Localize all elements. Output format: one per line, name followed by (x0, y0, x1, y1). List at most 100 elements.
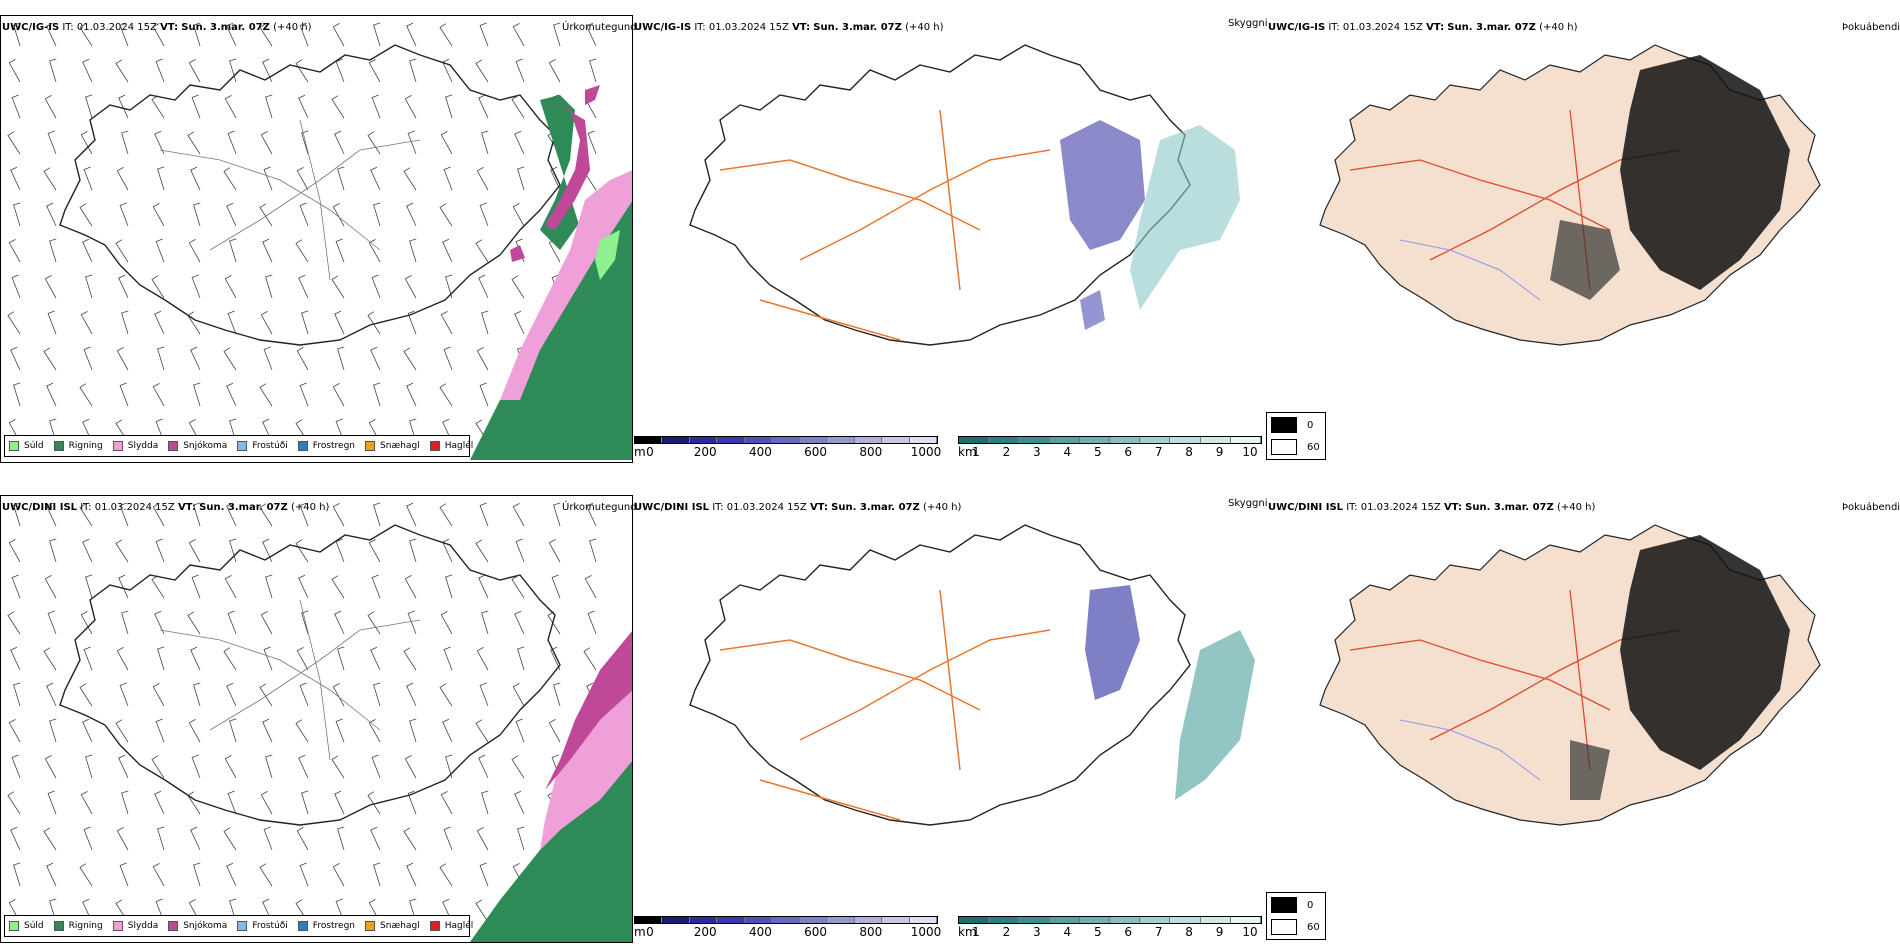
wind-barb (263, 826, 273, 851)
wind-barb (119, 382, 129, 407)
legend-label: Slydda (127, 441, 159, 451)
colorbar-tick: 800 (859, 925, 883, 939)
wind-barb (152, 23, 165, 47)
wind-barb (443, 646, 453, 671)
wind-barb (10, 346, 21, 371)
wind-barb (47, 610, 57, 635)
colorbar-segment (772, 437, 800, 443)
wind-barb (152, 683, 165, 707)
wind-barb (298, 574, 309, 599)
wind-barb (154, 610, 165, 635)
wind-barb (155, 538, 165, 563)
wind-barb (334, 310, 345, 335)
wind-barb (371, 754, 381, 779)
legend-swatch (9, 441, 19, 451)
colorbar-tick: 0 (646, 445, 654, 459)
wind-barb (223, 347, 237, 371)
wind-barb (512, 683, 525, 707)
wind-barb (439, 383, 453, 407)
wind-barb (439, 863, 453, 887)
wind-barb (43, 827, 57, 851)
fog-legend-swatch (1271, 439, 1297, 455)
wind-barb (301, 610, 309, 635)
colorbar-tick: 0 (646, 925, 654, 939)
legend-swatch (112, 921, 123, 931)
colorbar-segment (882, 917, 910, 923)
colorbar-segment (1200, 917, 1231, 923)
wind-barb (367, 131, 381, 155)
wind-barb (151, 755, 165, 779)
wind-barb (154, 130, 165, 155)
panel-title: Skyggni (1228, 18, 1268, 29)
wind-barb (82, 238, 93, 263)
fog-legend-item: 0 (1271, 417, 1313, 433)
visibility-map-ig (689, 44, 1240, 346)
wind-barb (370, 166, 381, 191)
wind-barb (373, 382, 381, 407)
panel-title: Úrkomutegund (562, 22, 637, 33)
wind-barb (337, 166, 345, 191)
legend-item: Snæhagl (365, 921, 420, 931)
colorbar-segment (1200, 437, 1231, 443)
wind-barb (332, 23, 345, 47)
wind-barb (43, 647, 57, 671)
wind-barb (157, 826, 165, 851)
colorbar-tick: 10 (1242, 445, 1258, 459)
wind-barb (515, 718, 525, 743)
legend-item: Slydda (112, 441, 159, 451)
wind-barb (550, 166, 561, 191)
wind-barb (373, 22, 381, 47)
legend-item: Frostúði (237, 921, 288, 931)
wind-barb (478, 754, 489, 779)
fog-legend-swatch (1271, 919, 1297, 935)
wind-barb (479, 682, 489, 707)
colorbar-segment (909, 437, 937, 443)
wind-barb (445, 754, 453, 779)
wind-barb (335, 718, 345, 743)
legend-label: Rigning (68, 921, 103, 931)
panel-header: UWC/DINI ISL IT: 01.03.2024 15Z VT: Sun.… (634, 502, 962, 513)
wind-barb (13, 682, 21, 707)
wind-barb (296, 347, 309, 371)
colorbar-tick: 8 (1185, 925, 1193, 939)
wind-barb (223, 167, 237, 191)
wind-barb (517, 826, 525, 851)
wind-barb (260, 791, 273, 815)
wind-barb (514, 130, 525, 155)
colorbar-segment (772, 917, 800, 923)
colorbar-tick: 6 (1124, 445, 1133, 459)
wind-barb (442, 718, 453, 743)
wind-barb (13, 22, 21, 47)
wind-barb (121, 790, 129, 815)
colorbar-segment (989, 437, 1020, 443)
colorbar-segment (1049, 437, 1080, 443)
wind-barb (584, 575, 597, 599)
wind-barb (151, 95, 165, 119)
wind-barb (367, 791, 381, 815)
wind-barb (589, 58, 597, 83)
wind-barb (188, 539, 201, 563)
legend-item: Snjókoma (168, 921, 227, 931)
wind-barb (83, 346, 93, 371)
wind-barb (478, 274, 489, 299)
colorbar-tick: 5 (1093, 445, 1102, 459)
wind-barb (190, 826, 201, 851)
panel-header: UWC/IG-IS IT: 01.03.2024 15Z VT: Sun. 3.… (2, 22, 312, 33)
wind-barb (370, 346, 381, 371)
colorbar-segment (799, 917, 828, 923)
wind-barb (151, 575, 165, 599)
legend-label: Frostregn (312, 441, 356, 451)
wind-barb (82, 58, 93, 83)
colorbar-tick: 7 (1154, 925, 1163, 939)
wind-barb (227, 310, 237, 335)
wind-barb (49, 718, 57, 743)
colorbar-segment (799, 437, 828, 443)
legend-label: Súld (24, 441, 44, 451)
wind-barb (121, 130, 129, 155)
wind-barb (368, 539, 381, 563)
ceiling-colorbar: m 0 200 400 600 800 1000 (634, 916, 941, 944)
fog-legend-item: 0 (1271, 897, 1313, 913)
colorbar-tick: 5 (1093, 925, 1102, 939)
legend-label: Haglél (444, 441, 474, 451)
